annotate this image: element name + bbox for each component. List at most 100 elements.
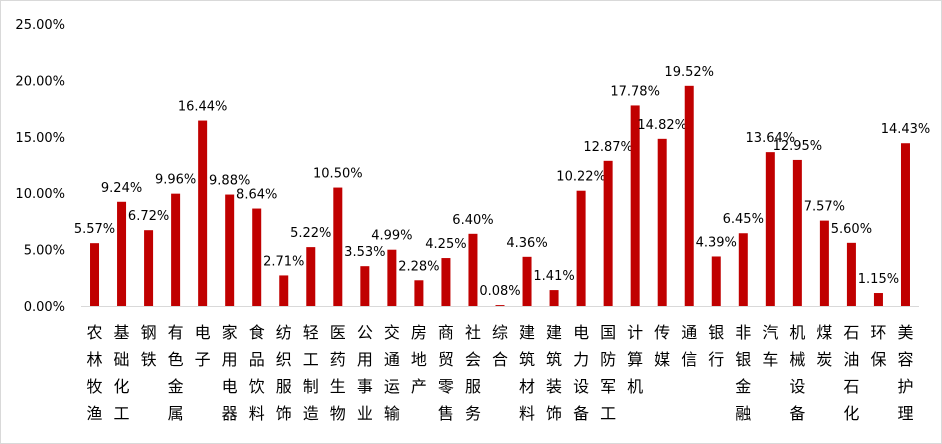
bar bbox=[333, 187, 343, 306]
bar bbox=[711, 256, 721, 306]
bar bbox=[306, 247, 316, 306]
x-category-label: 煤炭 bbox=[816, 323, 832, 369]
data-label: 1.15% bbox=[858, 272, 899, 287]
x-category-label: 公用事业 bbox=[357, 323, 373, 423]
bar bbox=[387, 249, 397, 306]
data-label: 2.28% bbox=[398, 259, 439, 274]
bar bbox=[414, 280, 424, 306]
data-label: 5.22% bbox=[290, 226, 331, 241]
data-label: 8.64% bbox=[236, 188, 277, 203]
bar bbox=[495, 305, 505, 306]
y-tick-label: 5.00% bbox=[24, 244, 65, 259]
bar bbox=[576, 190, 586, 306]
bar bbox=[279, 275, 289, 306]
bar bbox=[468, 233, 478, 306]
x-category-label: 非银金融 bbox=[735, 323, 751, 423]
x-category-label: 传媒 bbox=[654, 323, 670, 369]
x-category-label: 电子 bbox=[195, 323, 211, 369]
x-category-label: 医药生物 bbox=[330, 323, 346, 423]
bar bbox=[198, 120, 208, 307]
data-label: 4.39% bbox=[696, 235, 737, 250]
bar bbox=[765, 152, 775, 306]
x-category-label: 环保 bbox=[870, 323, 886, 369]
x-category-label: 建筑材料 bbox=[519, 323, 535, 423]
x-category-label: 通信 bbox=[681, 323, 697, 369]
bar bbox=[657, 138, 667, 306]
bar bbox=[684, 85, 694, 307]
data-label: 19.52% bbox=[664, 65, 714, 80]
bar bbox=[603, 160, 613, 306]
y-tick-label: 10.00% bbox=[15, 187, 65, 202]
x-category-label: 美容护理 bbox=[897, 323, 913, 423]
y-tick-label: 15.00% bbox=[15, 131, 65, 146]
x-category-label: 家用电器 bbox=[222, 323, 238, 423]
x-category-label: 石油石化 bbox=[843, 323, 859, 423]
data-label: 6.72% bbox=[128, 209, 169, 224]
x-category-label: 电力设备 bbox=[573, 323, 589, 423]
data-label: 1.41% bbox=[533, 269, 574, 284]
x-category-label: 社会服务 bbox=[465, 323, 481, 423]
data-label: 17.78% bbox=[610, 84, 660, 99]
bar bbox=[90, 243, 100, 306]
bar bbox=[360, 266, 370, 306]
data-label: 14.82% bbox=[637, 118, 687, 133]
data-label: 4.36% bbox=[506, 236, 547, 251]
data-label: 0.08% bbox=[479, 284, 520, 299]
data-label: 3.53% bbox=[344, 245, 385, 260]
bar bbox=[819, 220, 829, 306]
bar bbox=[873, 293, 883, 306]
x-category-label: 商贸零售 bbox=[438, 323, 454, 423]
data-label: 6.45% bbox=[723, 212, 764, 227]
x-category-label: 钢铁 bbox=[141, 323, 157, 369]
x-category-label: 有色金属 bbox=[168, 323, 184, 423]
x-category-label: 综合 bbox=[492, 323, 508, 369]
x-category-label: 建筑装饰 bbox=[546, 323, 562, 423]
data-label: 9.96% bbox=[155, 173, 196, 188]
bar bbox=[252, 208, 262, 306]
bar bbox=[117, 201, 127, 306]
data-label: 5.60% bbox=[831, 222, 872, 237]
data-label: 5.57% bbox=[74, 222, 115, 237]
x-category-label: 交通运输 bbox=[384, 323, 400, 423]
data-label: 10.50% bbox=[313, 167, 363, 182]
bar bbox=[900, 143, 910, 306]
bar bbox=[144, 230, 154, 306]
data-label: 16.44% bbox=[178, 100, 228, 115]
data-label: 14.43% bbox=[881, 122, 931, 137]
y-tick-label: 25.00% bbox=[15, 18, 65, 33]
y-tick-label: 20.00% bbox=[15, 74, 65, 89]
x-category-label: 房地产 bbox=[411, 323, 427, 396]
x-category-label: 国防军工 bbox=[600, 323, 616, 423]
bar bbox=[549, 290, 559, 306]
x-category-label: 汽车 bbox=[762, 323, 778, 369]
x-category-label: 纺织服饰 bbox=[276, 323, 292, 423]
bar bbox=[846, 242, 856, 306]
data-label: 10.22% bbox=[556, 170, 606, 185]
x-category-label: 轻工制造 bbox=[303, 323, 319, 423]
bar bbox=[630, 105, 640, 307]
bar bbox=[171, 193, 181, 306]
data-label: 9.88% bbox=[209, 174, 250, 189]
data-label: 7.57% bbox=[804, 200, 845, 215]
data-label: 13.64% bbox=[746, 131, 796, 146]
x-category-label: 食品饮料 bbox=[249, 323, 265, 423]
data-label: 2.71% bbox=[263, 254, 304, 269]
data-label: 6.40% bbox=[452, 213, 493, 228]
bar bbox=[522, 256, 532, 306]
bar bbox=[225, 194, 235, 306]
data-label: 12.87% bbox=[583, 140, 633, 155]
x-category-label: 银行 bbox=[708, 323, 724, 369]
data-label: 4.25% bbox=[425, 237, 466, 252]
x-category-label: 农林牧渔 bbox=[87, 323, 103, 423]
data-label: 12.95% bbox=[773, 139, 823, 154]
bar bbox=[792, 159, 802, 306]
x-category-label: 基础化工 bbox=[114, 323, 130, 423]
data-label: 9.24% bbox=[101, 181, 142, 196]
bar bbox=[738, 233, 748, 306]
data-label: 4.99% bbox=[371, 229, 412, 244]
y-tick-label: 0.00% bbox=[24, 300, 65, 315]
x-category-label: 计算机 bbox=[627, 323, 643, 396]
x-category-label: 机械设备 bbox=[789, 323, 805, 423]
